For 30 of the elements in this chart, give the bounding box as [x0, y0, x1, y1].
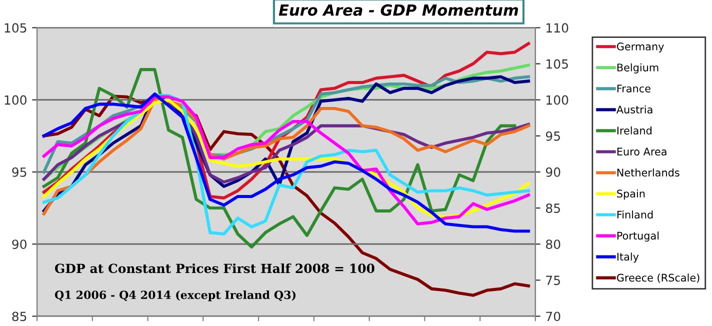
y2-tick-label: 105 [546, 59, 568, 69]
annotation: GDP at Constant Prices First Half 2008 = 100 [54, 263, 374, 274]
y2-tick-label: 70 [546, 312, 560, 322]
legend-label: Spain [617, 189, 645, 200]
y2-tick-label: 75 [546, 276, 560, 286]
legend-label: Austria [616, 105, 652, 114]
legend-label: Euro Area [617, 148, 666, 156]
y-tick-label: 90 [12, 240, 26, 250]
y-tick-label: 105 [4, 23, 26, 33]
y-tick-label: 100 [4, 95, 26, 105]
y2-tick-label: 100 [546, 95, 568, 105]
annotation: Q1 2006 - Q4 2014 (except Ireland Q3) [54, 290, 296, 302]
line-series [42, 68, 516, 249]
y2-tick-label: 85 [546, 204, 560, 213]
y2-tick-label: 110 [546, 23, 568, 33]
legend-label: Finland [617, 210, 653, 219]
legend-label: Italy [617, 252, 639, 263]
y-tick-label: 95 [12, 167, 26, 177]
legend-label: Ireland [617, 126, 652, 134]
legend-label: France [617, 84, 650, 92]
y2-tick-label: 90 [546, 167, 560, 177]
y2-tick-label: 95 [546, 131, 560, 141]
legend-label: Portugal [617, 232, 659, 242]
legend-label: Greece (RScale) [616, 274, 700, 283]
chart-title: Euro Area - GDP Momentum [278, 4, 518, 16]
legend-label: Netherlands [617, 168, 680, 177]
y2-tick-label: 80 [546, 240, 560, 250]
legend-label: Germany [616, 42, 664, 52]
legend-label: Belgium [617, 63, 658, 74]
y-tick-label: 85 [12, 312, 26, 322]
